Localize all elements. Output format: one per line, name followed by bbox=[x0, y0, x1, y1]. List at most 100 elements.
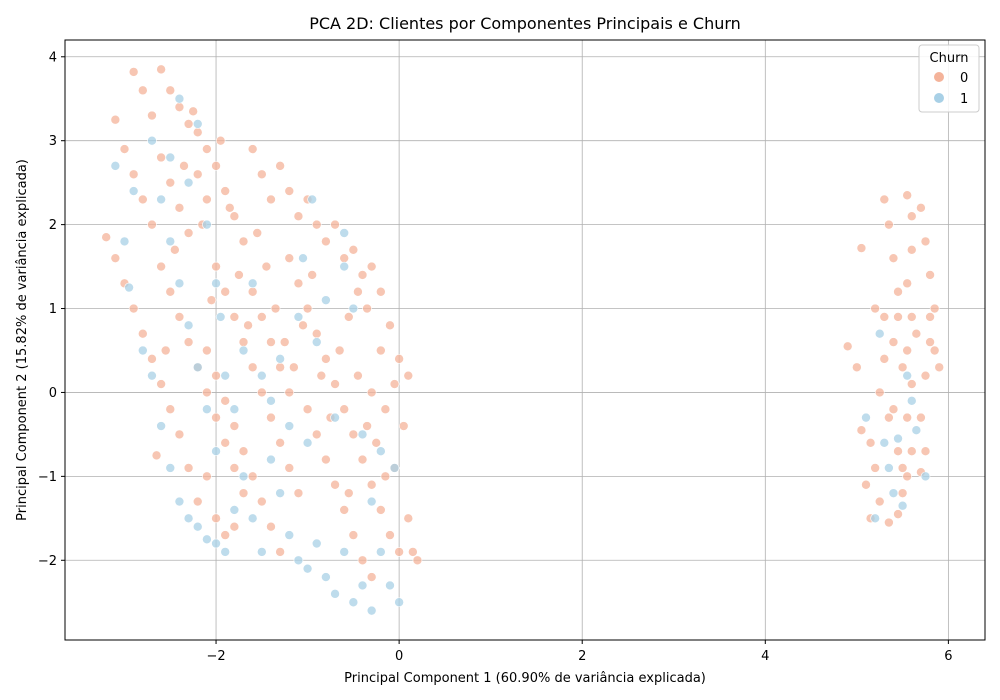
point-churn-0 bbox=[916, 412, 926, 423]
legend: Churn 0 1 bbox=[918, 44, 980, 113]
point-churn-0 bbox=[229, 521, 240, 532]
point-churn-0 bbox=[151, 450, 162, 461]
point-churn-0 bbox=[380, 404, 391, 415]
point-churn-0 bbox=[362, 303, 372, 314]
point-churn-0 bbox=[371, 437, 382, 448]
x-tick-label: 6 bbox=[944, 649, 952, 664]
point-churn-0 bbox=[330, 379, 340, 389]
point-churn-0 bbox=[911, 328, 922, 339]
point-churn-1 bbox=[902, 370, 912, 381]
y-axis-ticks: −2 −1 0 1 2 3 4 bbox=[38, 50, 65, 569]
point-churn-1 bbox=[192, 521, 203, 532]
point-churn-0 bbox=[160, 345, 171, 356]
point-churn-1 bbox=[156, 421, 166, 431]
point-churn-0 bbox=[183, 463, 194, 473]
point-churn-0 bbox=[220, 396, 230, 406]
point-churn-0 bbox=[366, 572, 377, 582]
point-churn-0 bbox=[906, 379, 917, 389]
point-churn-1 bbox=[339, 261, 350, 272]
point-churn-0 bbox=[293, 488, 304, 498]
point-churn-0 bbox=[183, 119, 194, 129]
point-churn-1 bbox=[884, 463, 894, 473]
point-churn-0 bbox=[874, 496, 885, 507]
point-churn-0 bbox=[403, 370, 414, 381]
point-churn-0 bbox=[138, 194, 148, 205]
point-churn-1 bbox=[124, 282, 134, 293]
point-churn-0 bbox=[852, 362, 862, 373]
point-churn-0 bbox=[128, 303, 139, 314]
point-churn-0 bbox=[343, 488, 354, 498]
point-churn-1 bbox=[165, 463, 176, 473]
point-churn-0 bbox=[316, 370, 327, 381]
point-churn-0 bbox=[888, 337, 899, 347]
point-churn-0 bbox=[202, 471, 212, 482]
point-churn-1 bbox=[906, 396, 917, 406]
point-churn-0 bbox=[339, 505, 350, 515]
point-churn-0 bbox=[156, 64, 166, 75]
point-churn-0 bbox=[247, 362, 258, 373]
point-churn-1 bbox=[183, 513, 194, 524]
point-churn-0 bbox=[293, 278, 304, 289]
point-churn-0 bbox=[302, 303, 313, 314]
point-churn-0 bbox=[174, 312, 185, 322]
point-churn-0 bbox=[856, 243, 867, 253]
point-churn-0 bbox=[202, 345, 212, 356]
point-churn-1 bbox=[298, 253, 308, 263]
point-churn-1 bbox=[376, 446, 386, 456]
point-churn-0 bbox=[229, 312, 240, 322]
legend-frame bbox=[918, 44, 980, 113]
plot-frame bbox=[64, 39, 986, 641]
y-tick-label: 0 bbox=[49, 386, 57, 401]
point-churn-0 bbox=[906, 312, 917, 322]
point-churn-0 bbox=[920, 446, 931, 456]
point-churn-0 bbox=[183, 337, 194, 347]
point-churn-0 bbox=[284, 186, 295, 196]
data-points bbox=[101, 64, 945, 616]
point-churn-1 bbox=[366, 605, 377, 616]
point-churn-0 bbox=[110, 114, 121, 125]
point-churn-0 bbox=[192, 169, 203, 180]
point-churn-0 bbox=[284, 387, 295, 398]
point-churn-1 bbox=[307, 194, 317, 205]
point-churn-0 bbox=[229, 211, 240, 222]
point-churn-0 bbox=[311, 219, 322, 230]
point-churn-0 bbox=[906, 244, 917, 255]
point-churn-0 bbox=[147, 110, 157, 121]
point-churn-1 bbox=[348, 303, 359, 314]
x-axis-label: Principal Component 1 (60.90% de variânc… bbox=[344, 671, 706, 686]
point-churn-0 bbox=[920, 236, 931, 247]
point-churn-0 bbox=[348, 244, 359, 255]
point-churn-0 bbox=[289, 362, 299, 373]
point-churn-1 bbox=[138, 345, 148, 356]
point-churn-0 bbox=[179, 161, 189, 171]
point-churn-0 bbox=[334, 345, 345, 356]
point-churn-1 bbox=[275, 488, 285, 498]
point-churn-1 bbox=[311, 538, 322, 549]
point-churn-0 bbox=[174, 102, 185, 112]
point-churn-0 bbox=[389, 379, 400, 389]
point-churn-0 bbox=[257, 312, 267, 322]
point-churn-0 bbox=[865, 437, 876, 448]
point-churn-0 bbox=[902, 471, 912, 482]
point-churn-0 bbox=[275, 437, 285, 448]
point-churn-1 bbox=[174, 496, 185, 507]
point-churn-0 bbox=[275, 362, 285, 373]
point-churn-0 bbox=[311, 429, 322, 440]
point-churn-1 bbox=[257, 370, 267, 381]
point-churn-0 bbox=[394, 547, 404, 557]
point-churn-1 bbox=[330, 589, 340, 599]
point-churn-1 bbox=[888, 488, 899, 498]
point-churn-1 bbox=[339, 547, 350, 557]
point-churn-0 bbox=[879, 354, 890, 364]
point-churn-0 bbox=[893, 286, 903, 297]
point-churn-1 bbox=[302, 563, 313, 574]
x-tick-label: 0 bbox=[395, 649, 403, 664]
point-churn-0 bbox=[275, 547, 285, 557]
point-churn-0 bbox=[307, 270, 317, 280]
point-churn-0 bbox=[211, 412, 221, 423]
point-churn-1 bbox=[211, 446, 221, 456]
point-churn-1 bbox=[147, 370, 157, 381]
x-tick-label: −2 bbox=[206, 649, 225, 664]
point-churn-0 bbox=[934, 362, 945, 373]
